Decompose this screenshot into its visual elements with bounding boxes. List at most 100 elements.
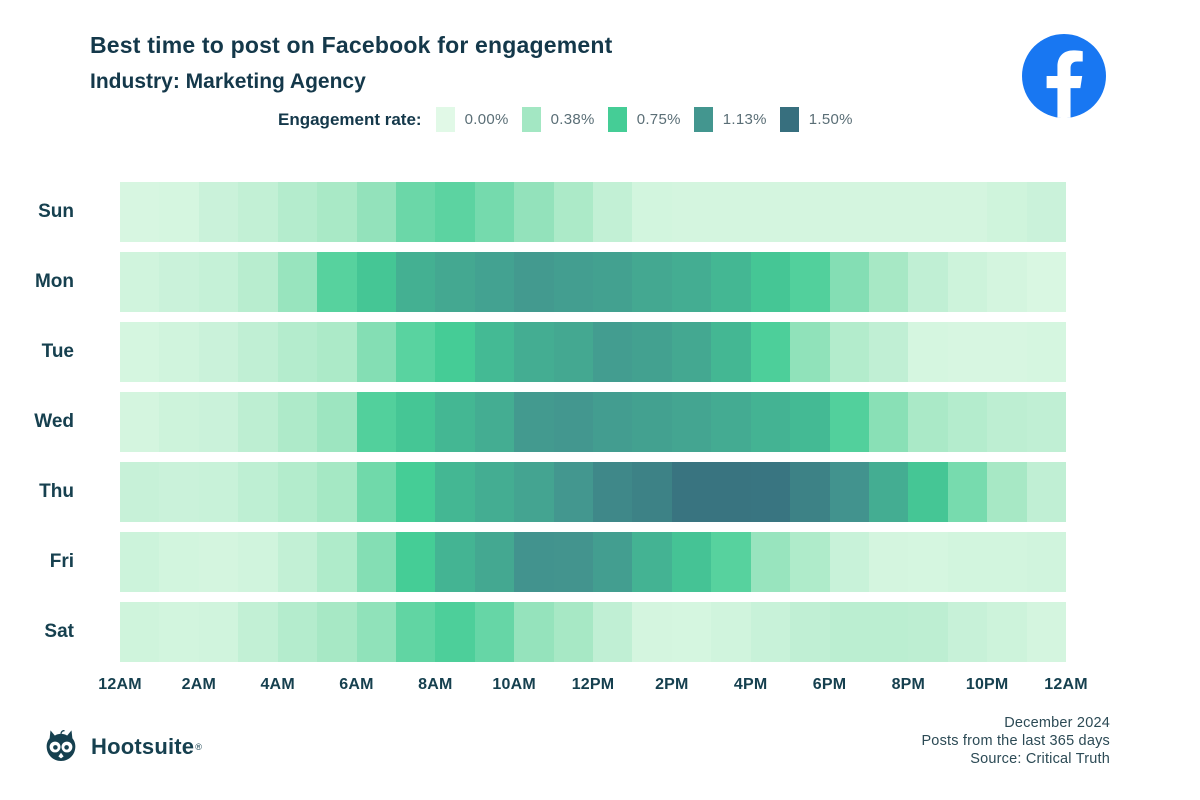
heatmap-cell xyxy=(947,462,988,522)
heatmap-cell xyxy=(987,392,1027,452)
heatmap-cell xyxy=(435,392,475,452)
heatmap-cell xyxy=(238,602,278,662)
heatmap-cell xyxy=(356,602,396,662)
heatmap-cell xyxy=(1026,532,1067,592)
heatmap-cell xyxy=(869,322,909,382)
heatmap-cell xyxy=(120,182,160,242)
heatmap-cell xyxy=(238,252,278,312)
heatmap-cell xyxy=(356,322,396,382)
heatmap-cell xyxy=(474,182,515,242)
heatmap-cell xyxy=(120,602,160,662)
heatmap-cell xyxy=(869,252,909,312)
heatmap-cell xyxy=(829,532,870,592)
heatmap-row: Fri xyxy=(50,532,1067,592)
heatmap-cell xyxy=(829,182,870,242)
heatmap-cell xyxy=(474,602,515,662)
heatmap-cell xyxy=(947,532,988,592)
heatmap-cell xyxy=(159,602,199,662)
x-axis-label: 6PM xyxy=(812,676,847,693)
heatmap-cell xyxy=(593,602,633,662)
heatmap-cell xyxy=(593,462,633,522)
heatmap-cell xyxy=(987,182,1027,242)
heatmap-cell xyxy=(632,252,672,312)
heatmap-cell xyxy=(198,392,239,452)
heatmap-cell xyxy=(553,322,594,382)
x-axis-label: 12PM xyxy=(571,676,615,693)
heatmap-row: Thu xyxy=(39,462,1067,522)
heatmap-cell xyxy=(356,532,396,592)
heatmap-cell xyxy=(908,392,948,452)
heatmap-cell xyxy=(198,532,239,592)
heatmap-cell xyxy=(987,252,1027,312)
heatmap-cell xyxy=(317,392,357,452)
heatmap-row: Sat xyxy=(44,602,1067,662)
x-axis-label: 2AM xyxy=(181,676,217,693)
heatmap-cell xyxy=(632,322,672,382)
heatmap-cell xyxy=(711,392,751,452)
heatmap-cell xyxy=(159,182,199,242)
legend-swatch-icon xyxy=(607,107,627,132)
heatmap-cell xyxy=(198,602,239,662)
heatmap-cell xyxy=(869,392,909,452)
heatmap-cell xyxy=(947,322,988,382)
heatmap-row-cells xyxy=(120,322,1067,382)
legend-value: 0.38% xyxy=(550,111,595,128)
heatmap-cell xyxy=(829,462,870,522)
heatmap-cell xyxy=(711,602,751,662)
heatmap-cell xyxy=(908,602,948,662)
heatmap-cell xyxy=(593,322,633,382)
day-label: Tue xyxy=(41,341,74,362)
heatmap-cell xyxy=(829,602,870,662)
heatmap-cell xyxy=(553,462,594,522)
heatmap-cell xyxy=(553,252,594,312)
heatmap-cell xyxy=(553,182,594,242)
heatmap-cell xyxy=(474,392,515,452)
x-axis-label: 10PM xyxy=(965,676,1009,693)
heatmap-cell xyxy=(317,602,357,662)
heatmap-cell xyxy=(435,532,475,592)
legend-value: 1.13% xyxy=(722,111,767,128)
heatmap-cell xyxy=(514,322,554,382)
heatmap-cell xyxy=(277,322,318,382)
heatmap-cell xyxy=(120,462,160,522)
heatmap-cell xyxy=(593,252,633,312)
heatmap-cell xyxy=(869,532,909,592)
heatmap-cell xyxy=(632,532,672,592)
x-axis-label: 2PM xyxy=(655,676,689,693)
heatmap: Sun Mon Tue Wed Thu Fri Sat xyxy=(34,182,1067,672)
heatmap-cell xyxy=(711,252,751,312)
heatmap-cell xyxy=(711,322,751,382)
facebook-icon xyxy=(1022,34,1106,119)
heatmap-cell xyxy=(120,252,160,312)
heatmap-cell xyxy=(159,462,199,522)
legend-item: 1.50% xyxy=(779,107,853,132)
heatmap-cell xyxy=(671,532,712,592)
heatmap-cell xyxy=(277,532,318,592)
heatmap-cell xyxy=(987,602,1027,662)
heatmap-cell xyxy=(238,322,278,382)
heatmap-cell xyxy=(395,252,436,312)
x-axis-label: 4PM xyxy=(733,676,768,693)
heatmap-row: Wed xyxy=(34,392,1067,452)
heatmap-row: Tue xyxy=(42,322,1067,382)
heatmap-cell xyxy=(790,602,830,662)
meta-range: Posts from the last 365 days xyxy=(921,733,1110,749)
heatmap-cell xyxy=(987,462,1027,522)
heatmap-cell xyxy=(435,462,475,522)
heatmap-cell xyxy=(474,322,515,382)
legend-value: 0.00% xyxy=(464,111,509,128)
heatmap-cell xyxy=(671,602,712,662)
heatmap-row-cells xyxy=(120,182,1067,242)
heatmap-cell xyxy=(514,182,554,242)
heatmap-cell xyxy=(750,182,791,242)
heatmap-cell xyxy=(356,182,396,242)
heatmap-cell xyxy=(593,532,633,592)
page-header: Best time to post on Facebook for engage… xyxy=(90,32,613,94)
heatmap-cell xyxy=(750,252,791,312)
heatmap-cell xyxy=(908,322,948,382)
heatmap-cell xyxy=(277,182,318,242)
heatmap-cell xyxy=(356,462,396,522)
heatmap-cell xyxy=(671,252,712,312)
heatmap-cell xyxy=(198,462,239,522)
heatmap-cell xyxy=(159,322,199,382)
